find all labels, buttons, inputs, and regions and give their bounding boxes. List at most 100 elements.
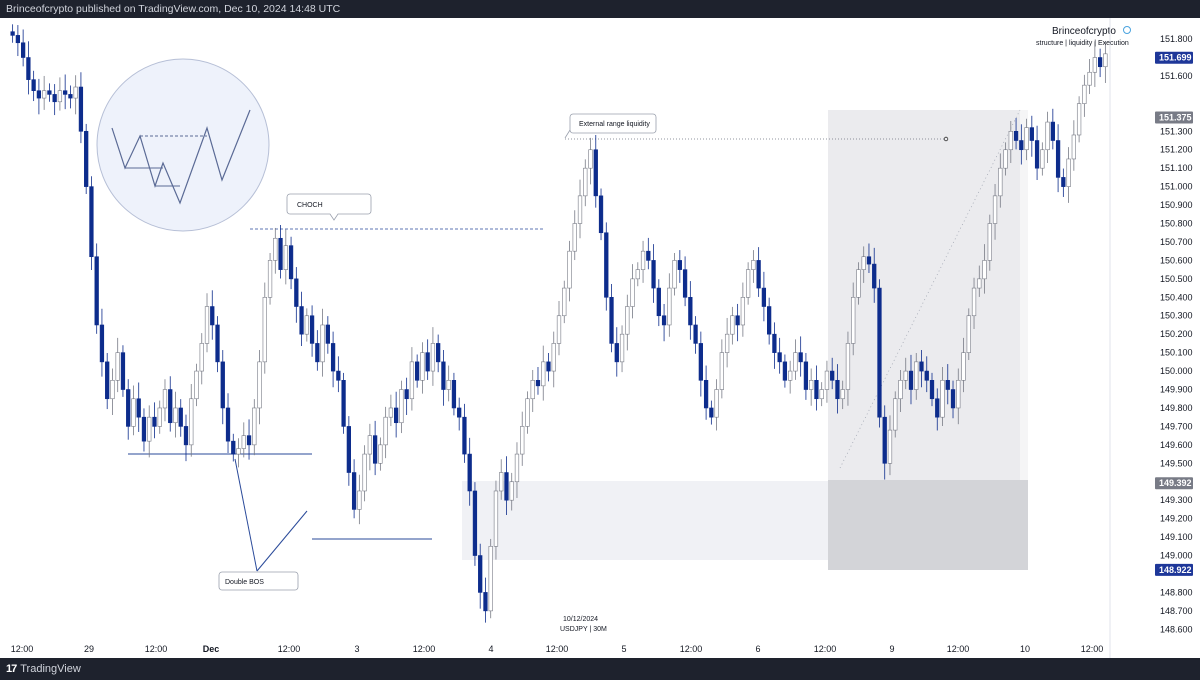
candle-body: [346, 426, 351, 473]
price-tag-bg: [1155, 111, 1193, 124]
candle: [336, 356, 341, 393]
time-tick-label: 12:00: [1081, 644, 1104, 654]
candle: [830, 357, 835, 390]
candle-body: [42, 90, 47, 99]
candle: [987, 214, 992, 271]
candle: [199, 333, 204, 385]
price-tags: 151.699 151.375 149.392 148.922: [1155, 51, 1193, 576]
candle-body: [120, 352, 126, 390]
candle-body: [451, 380, 457, 409]
candle-body: [68, 94, 73, 99]
candle-body: [26, 57, 31, 80]
candle: [698, 331, 703, 397]
candle: [619, 325, 625, 373]
candle: [472, 482, 478, 566]
candle: [420, 342, 425, 394]
price-tick-label: 151.800: [1160, 34, 1193, 44]
price-tick-label: 148.700: [1160, 606, 1193, 616]
candle-body: [788, 370, 793, 381]
candle: [262, 282, 267, 374]
candle-body: [462, 416, 467, 455]
candle-body: [751, 260, 756, 270]
candle: [341, 372, 346, 434]
candle-body: [782, 361, 788, 381]
candle-body: [252, 407, 257, 446]
candle-body: [73, 86, 78, 99]
candle-body: [577, 195, 583, 224]
time-tick-label: 6: [755, 644, 760, 654]
candle-body: [430, 343, 436, 372]
candle: [15, 25, 21, 57]
candle: [372, 420, 378, 476]
candle-body: [457, 407, 462, 418]
candle-body: [320, 324, 325, 363]
time-tick-label: 5: [621, 644, 626, 654]
candle-body: [824, 370, 830, 390]
candle: [940, 367, 945, 427]
candle: [525, 391, 530, 434]
candle: [52, 84, 57, 116]
candle: [1103, 42, 1108, 83]
candle-body: [809, 380, 814, 390]
target-zone: [828, 110, 1028, 480]
candle-body: [940, 380, 945, 418]
candle: [977, 265, 982, 297]
candle: [383, 406, 388, 459]
candle: [630, 264, 635, 319]
candle: [777, 337, 782, 374]
candle-body: [987, 223, 992, 261]
candle-body: [767, 306, 772, 335]
candle-body: [1071, 134, 1076, 160]
liquidity-marker: [943, 136, 949, 142]
candle-body: [367, 435, 373, 455]
price-tick-label: 148.600: [1160, 624, 1193, 634]
candle: [872, 247, 877, 303]
candle-body: [36, 90, 42, 99]
illustration-circle: [96, 58, 270, 232]
candlestick-chart[interactable]: CHOCH External range liquidity Double BO…: [0, 18, 1200, 658]
candle: [593, 134, 598, 208]
stop-zone: [828, 480, 1028, 570]
price-tick-label: 149.500: [1160, 458, 1193, 468]
candle: [903, 357, 908, 390]
candle: [152, 402, 157, 439]
candle: [304, 308, 309, 342]
candle: [157, 400, 162, 434]
time-tick-label: 12:00: [145, 644, 168, 654]
time-tick-label: 12:00: [947, 644, 970, 654]
price-tick-label: 151.000: [1160, 182, 1193, 192]
candle-body: [793, 352, 798, 372]
trade-path: [839, 109, 1021, 469]
time-axis[interactable]: 12:00 29 12:00 Dec 12:00 3 12:00 4 12:00 5 12:00 6 1…: [11, 644, 1104, 654]
candle: [1097, 48, 1103, 78]
candle-body: [724, 333, 730, 353]
candle: [1024, 118, 1029, 161]
candle: [120, 345, 126, 397]
candle: [709, 400, 714, 425]
candle-body: [57, 90, 63, 103]
candle: [441, 350, 446, 406]
candle-body: [966, 315, 971, 353]
candle-body: [189, 398, 194, 446]
candle-body: [126, 389, 131, 427]
candle: [877, 279, 882, 428]
candle-body: [819, 389, 824, 400]
candle-body: [656, 287, 661, 317]
candle: [635, 262, 640, 287]
candle-body: [1082, 84, 1087, 104]
candle: [273, 227, 278, 274]
candle-body: [677, 260, 682, 270]
candle: [798, 336, 803, 377]
candle-body: [388, 407, 394, 418]
candle: [929, 372, 935, 407]
candle: [856, 262, 861, 305]
candle: [1066, 147, 1071, 203]
candle-body: [52, 94, 57, 103]
candle-body: [162, 389, 168, 409]
candle: [267, 253, 273, 305]
price-tick-label: 150.100: [1160, 348, 1193, 358]
candle-body: [1103, 53, 1108, 68]
candle-body: [872, 263, 877, 289]
candle: [78, 72, 84, 144]
price-tick-label: 149.700: [1160, 421, 1193, 431]
